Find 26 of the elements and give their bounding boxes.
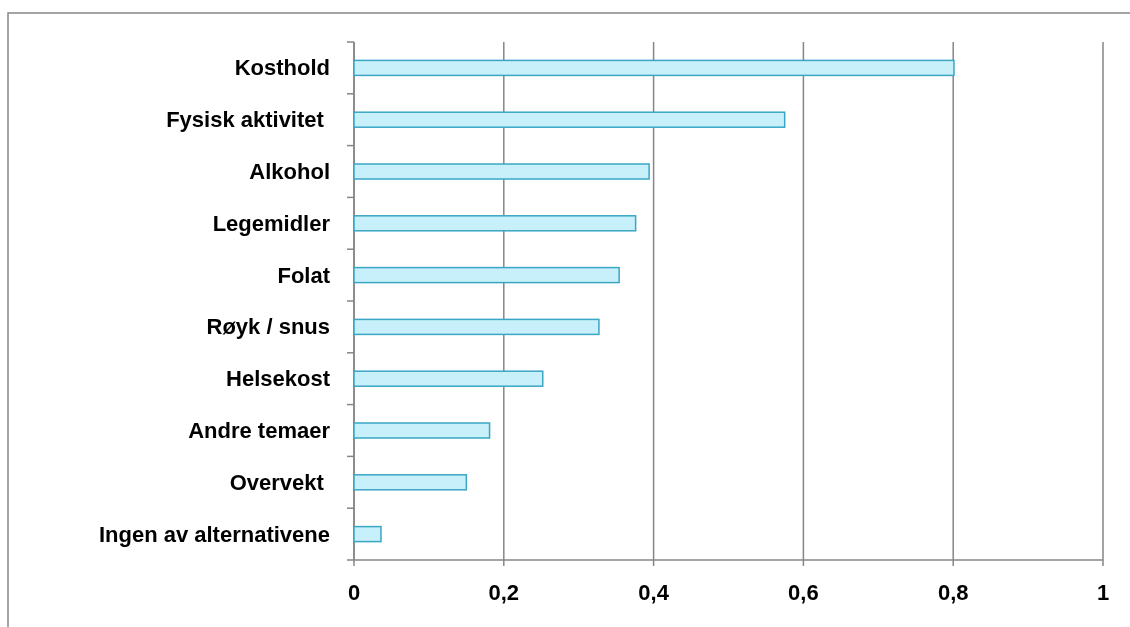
bar (353, 111, 786, 128)
bar (353, 422, 491, 439)
y-tick-label: Helsekost (226, 366, 331, 392)
y-tick-label: Folat (277, 262, 331, 288)
bar (353, 266, 620, 284)
x-tick-label: 0,6 (788, 580, 819, 605)
y-tick-label: Fysisk aktivitet (166, 107, 330, 133)
bar (353, 163, 650, 180)
bar (353, 318, 600, 336)
y-tick-label: Røyk / snus (206, 314, 330, 340)
x-tick-label: 1 (1096, 580, 1110, 605)
bar (353, 370, 544, 387)
y-tick-label: Alkohol (249, 159, 330, 184)
x-tick-label: 0,4 (638, 580, 670, 605)
x-tick-label: 0,8 (937, 580, 969, 605)
y-tick-label: Overvekt (229, 469, 330, 495)
y-tick-label: Kosthold (234, 55, 330, 81)
x-tick-label: 0,2 (488, 580, 520, 605)
x-tick-label: 0 (347, 580, 361, 605)
bar (353, 215, 637, 232)
bar (353, 474, 468, 491)
bar (353, 59, 955, 77)
y-tick-label: Legemidler (212, 210, 331, 236)
y-tick-label: Ingen av alternativene (98, 521, 330, 547)
bar (353, 525, 382, 543)
y-tick-label: Andre temaer (188, 418, 331, 443)
